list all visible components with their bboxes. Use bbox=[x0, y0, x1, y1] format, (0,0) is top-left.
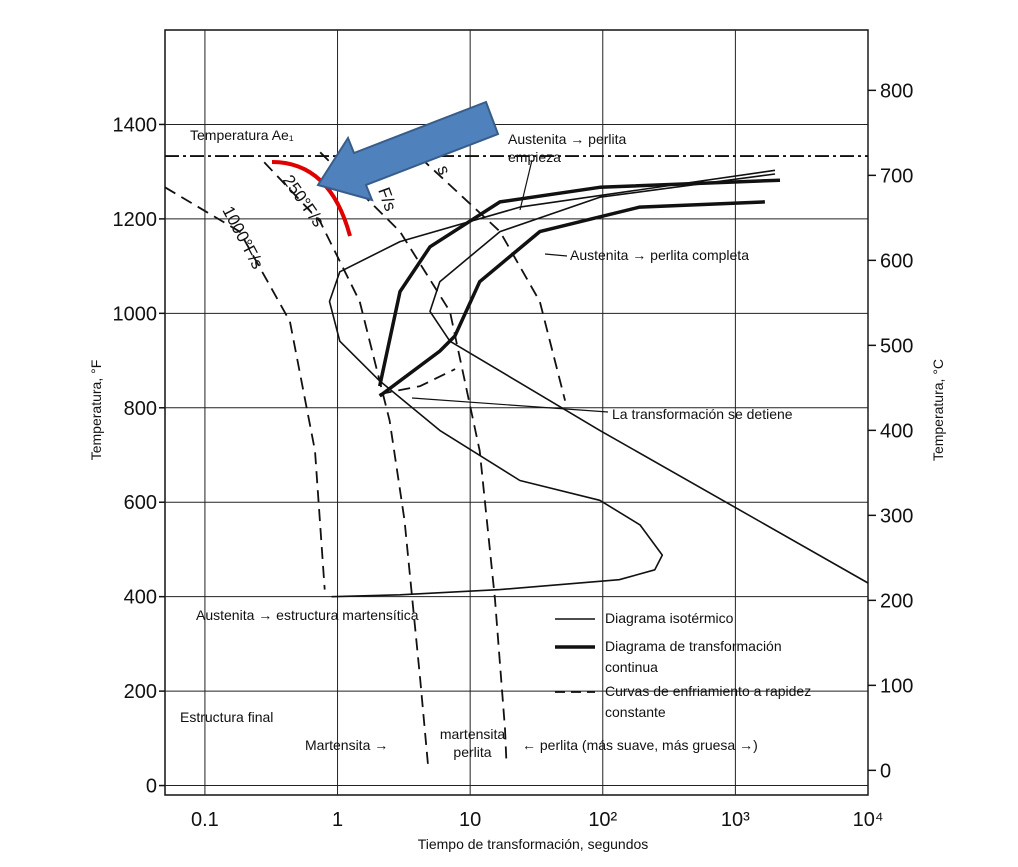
rate-label: s bbox=[433, 163, 454, 177]
y2-tick-label: 300 bbox=[880, 505, 913, 527]
y-tick-label: 1000 bbox=[113, 303, 158, 325]
annotation: Austenita → perlita completa bbox=[570, 247, 749, 263]
blue-arrow bbox=[316, 100, 500, 202]
series-line bbox=[164, 151, 566, 764]
annotation: Austenita → perlita empieza bbox=[508, 131, 627, 165]
y2-tick-label: 600 bbox=[880, 250, 913, 272]
y-tick-label: 800 bbox=[124, 398, 157, 420]
annotation: martensita perlita bbox=[439, 726, 506, 760]
y2-tick-label: 400 bbox=[880, 420, 913, 442]
y2-tick-label: 700 bbox=[880, 165, 913, 187]
annotation: Temperatura Ae₁ bbox=[190, 127, 294, 143]
legend-label: Diagrama isotérmico bbox=[605, 610, 734, 626]
y-tick-label: 1200 bbox=[113, 209, 158, 231]
annotation: La transformación se detiene bbox=[612, 406, 793, 422]
y2-tick-label: 500 bbox=[880, 335, 913, 357]
y2-tick-label: 800 bbox=[880, 80, 913, 102]
x-tick-label: 0.1 bbox=[191, 809, 219, 831]
annotation: Martensita → bbox=[305, 737, 389, 753]
y-tick-label: 0 bbox=[146, 776, 157, 798]
annotation: Estructura final bbox=[180, 709, 274, 725]
y2-tick-label: 100 bbox=[880, 675, 913, 697]
legend-label: Curvas de enfriamiento a rapidez constan… bbox=[605, 683, 812, 720]
x-tick-label: 1 bbox=[332, 809, 343, 831]
leader-line bbox=[519, 159, 533, 211]
y2-axis-title: Temperatura, °C bbox=[930, 359, 946, 461]
rate-label: 1000°F/s bbox=[218, 203, 267, 272]
leader-line bbox=[544, 253, 568, 257]
y-tick-label: 1400 bbox=[113, 114, 158, 136]
y2-tick-label: 0 bbox=[880, 760, 891, 782]
series-line bbox=[328, 169, 869, 598]
y-tick-label: 200 bbox=[124, 681, 157, 703]
annotation: Austenita → estructura martensítica bbox=[196, 607, 419, 623]
x-tick-label: 10² bbox=[588, 809, 617, 831]
y-tick-label: 400 bbox=[124, 587, 157, 609]
legend-label: Diagrama de transformación continua bbox=[605, 638, 782, 675]
x-tick-label: 10 bbox=[459, 809, 481, 831]
leader-line bbox=[411, 397, 609, 413]
y2-tick-label: 200 bbox=[880, 590, 913, 612]
annotation: ← perlita (más suave, más gruesa →) bbox=[522, 737, 758, 753]
series-line bbox=[377, 178, 781, 398]
y-tick-label: 600 bbox=[124, 492, 157, 514]
x-tick-label: 10⁴ bbox=[853, 809, 884, 831]
y-axis-title: Temperatura, °F bbox=[88, 360, 104, 461]
x-axis-title: Tiempo de transformación, segundos bbox=[418, 836, 649, 852]
x-tick-label: 10³ bbox=[721, 809, 750, 831]
